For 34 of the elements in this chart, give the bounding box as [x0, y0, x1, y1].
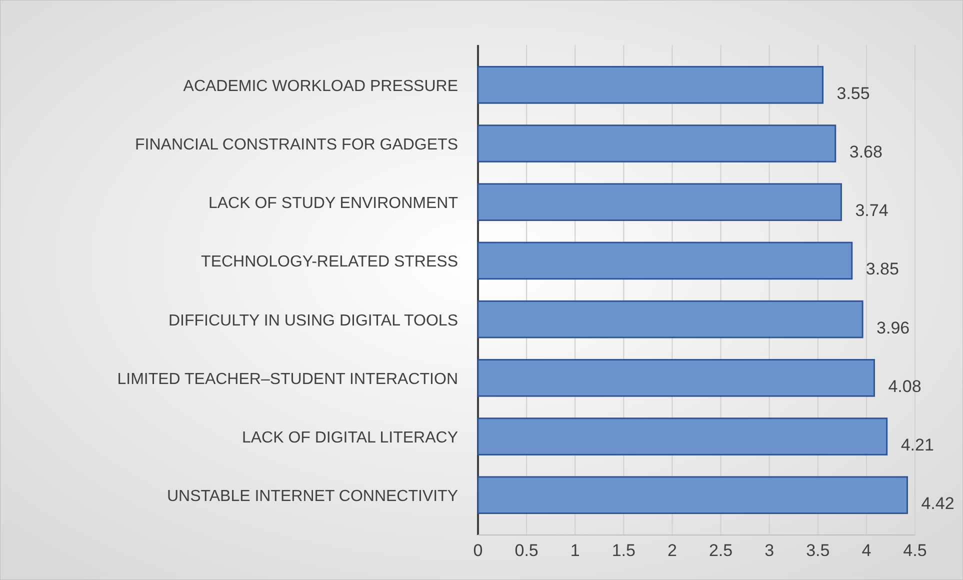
y-tick-label: DIFFICULTY IN USING DIGITAL TOOLS [168, 312, 458, 330]
x-tick-label: 1.5 [612, 541, 636, 560]
data-label: 4.42 [921, 494, 954, 514]
y-tick-label: TECHNOLOGY-RELATED STRESS [201, 254, 458, 271]
bar [477, 418, 888, 456]
bar [477, 242, 853, 280]
data-label: 3.55 [836, 84, 870, 103]
y-tick-label: UNSTABLE INTERNET CONNECTIVITY [167, 488, 458, 506]
y-tick-label: LIMITED TEACHER–STUDENT INTERACTION [117, 370, 458, 388]
data-label: 4.08 [888, 376, 922, 396]
data-label: 3.74 [855, 201, 888, 220]
data-label: 3.68 [849, 142, 882, 162]
x-tick-label: 0 [473, 541, 483, 560]
y-tick-label: LACK OF DIGITAL LITERACY [242, 430, 458, 447]
bar [477, 124, 836, 162]
y-tick-label: FINANCIAL CONSTRAINTS FOR GADGETS [135, 136, 458, 154]
x-tick-label: 3 [764, 541, 774, 560]
data-label: 3.96 [876, 318, 910, 338]
x-tick-label: 1 [570, 541, 580, 560]
data-label: 3.85 [866, 260, 899, 279]
x-tick-label: 3.5 [806, 541, 830, 560]
x-tick-label: 4 [862, 541, 872, 560]
y-tick-label: LACK OF STUDY ENVIRONMENT [208, 195, 458, 212]
bar [477, 66, 824, 104]
bar [477, 183, 842, 222]
x-tick-label: 0.5 [514, 541, 538, 560]
x-tick-label: 4.5 [903, 541, 927, 560]
bar [477, 358, 875, 397]
bar [477, 476, 908, 514]
y-tick-label: ACADEMIC WORKLOAD PRESSURE [183, 78, 458, 95]
bar [477, 300, 864, 338]
data-label: 4.21 [900, 436, 934, 455]
x-tick-label: 2.5 [708, 541, 733, 560]
x-tick-label: 2 [667, 541, 677, 560]
